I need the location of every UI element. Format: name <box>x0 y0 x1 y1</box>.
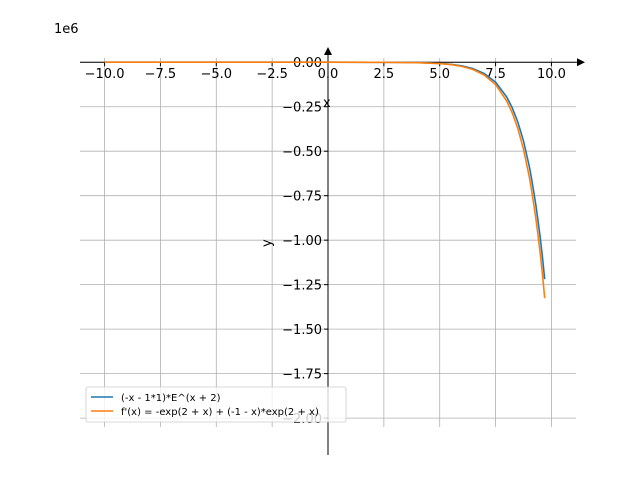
y-tick-label: −1.50 <box>282 323 322 338</box>
x-tick-label: −7.5 <box>145 67 177 82</box>
y-tick-label: −0.25 <box>282 101 322 116</box>
x-tick-label: −5.0 <box>200 67 232 82</box>
y-axis-arrow <box>324 47 332 55</box>
x-tick-label: 5.0 <box>429 67 450 82</box>
x-tick-label: −10.0 <box>85 67 125 82</box>
legend-label-0: (-x - 1*1)*E^(x + 2) <box>121 393 221 404</box>
x-tick-label: 10.0 <box>537 67 566 82</box>
y-tick-label: −1.00 <box>282 234 322 249</box>
x-tick-label: 2.5 <box>374 67 395 82</box>
x-tick-label: −2.5 <box>256 67 288 82</box>
y-tick-label: 0.00 <box>293 56 322 71</box>
legend-box <box>85 386 347 423</box>
series-line-1 <box>104 61 546 299</box>
y-axis-label: y <box>260 239 275 247</box>
ticks: −10.0 −7.5 −5.0 −2.5 0.0 2.5 5.0 7.5 10.0 0.00 −0.… <box>85 56 566 427</box>
series-line-0 <box>104 61 546 280</box>
x-tick-label: 7.5 <box>485 67 506 82</box>
y-tick-label: −0.50 <box>282 145 322 160</box>
y-tick-label: −0.75 <box>282 190 322 205</box>
y-tick-label: −1.75 <box>282 368 322 383</box>
legend-label-1: f'(x) = -exp(2 + x) + (-1 - x)*exp(2 + x… <box>121 407 319 418</box>
y-axis-offset-label: 1e6 <box>54 22 79 37</box>
x-axis-label: x <box>323 96 331 111</box>
y-tick-label: −1.25 <box>282 279 322 294</box>
x-tick-label: 0.0 <box>318 67 339 82</box>
legend: (-x - 1*1)*E^(x + 2) f'(x) = -exp(2 + x) … <box>85 386 347 423</box>
series-lines <box>104 61 546 299</box>
x-axis-arrow <box>577 58 585 67</box>
